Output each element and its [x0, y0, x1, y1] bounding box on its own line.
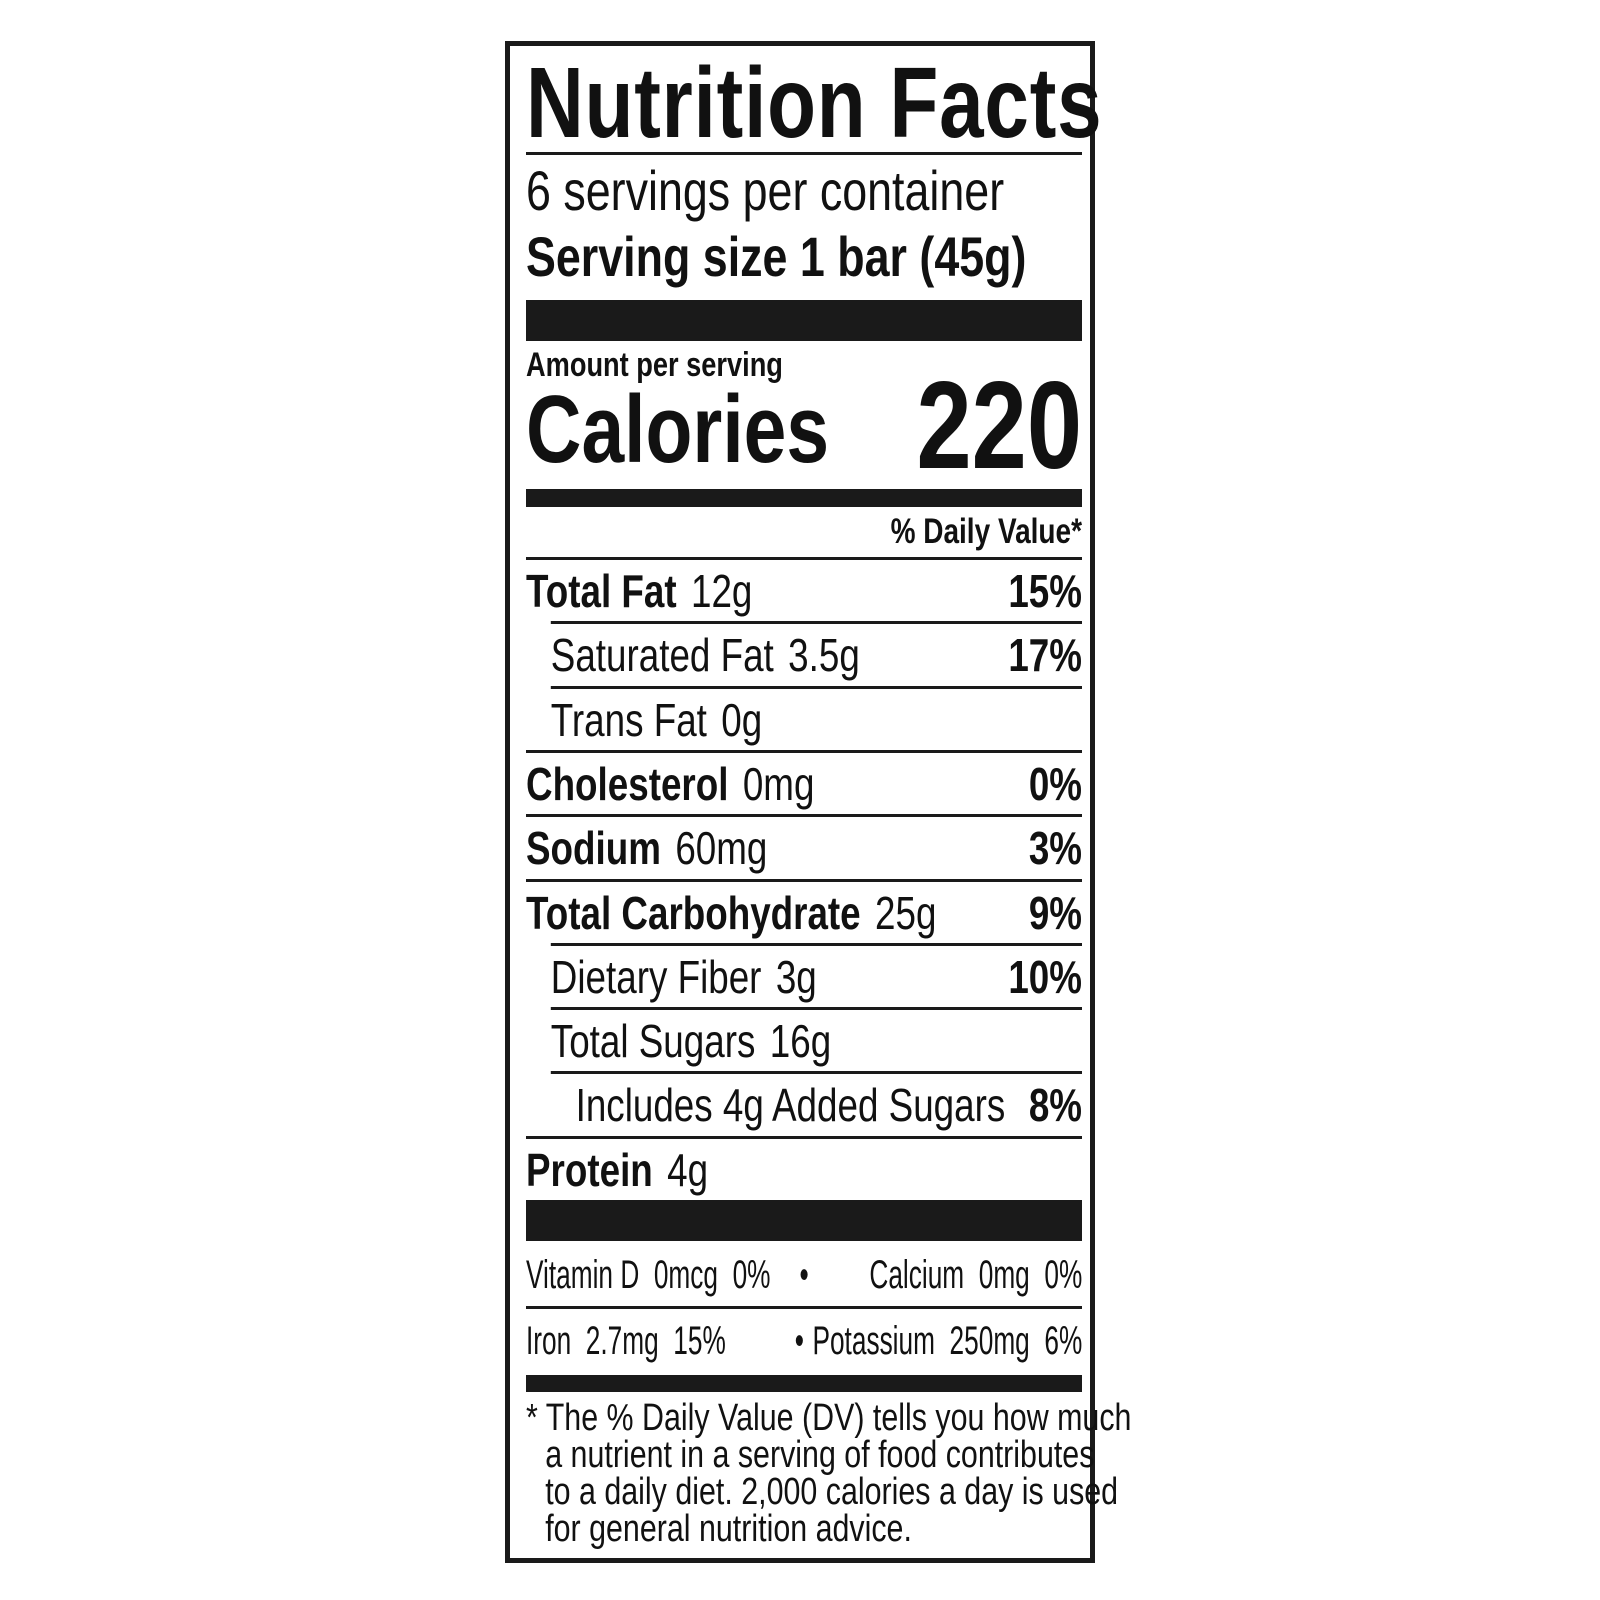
calories-value: 220: [916, 357, 1082, 495]
nutrient-name: Total Fat: [526, 565, 677, 617]
vitamin-item: Vitamin D 0mcg 0%: [526, 1252, 771, 1297]
footnote: * The % Daily Value (DV) tells you how m…: [526, 1397, 1132, 1550]
vitamin-item: Potassium 250mg 6%: [812, 1318, 1083, 1363]
nutrient-amount: 12g: [691, 565, 753, 617]
footnote-line: * The % Daily Value (DV) tells you how m…: [526, 1397, 1132, 1439]
nutrient-amount: 3g: [775, 950, 817, 1003]
nutrient-amount: 25g: [875, 886, 937, 939]
separator-dot: •: [794, 1318, 804, 1363]
divider: [526, 557, 1082, 560]
servings-per-container: 6 servings per container: [526, 159, 1005, 222]
nutrient-name: Total Carbohydrate: [526, 886, 861, 939]
divider: [550, 942, 1082, 946]
label-title: Nutrition Facts: [526, 47, 1103, 159]
nutrient-amount: 3.5g: [788, 629, 860, 682]
divider: [550, 621, 1082, 625]
divider: [550, 1071, 1082, 1075]
vitamin-item: Iron 2.7mg 15%: [526, 1318, 726, 1363]
nutrient-row: Includes 4g Added Sugars 8%: [526, 1073, 1082, 1137]
daily-value-header: % Daily Value*: [890, 512, 1082, 551]
divider: [526, 152, 1082, 155]
vitamin-row: Vitamin D 0mcg 0% • Calcium 0mg 0%: [526, 1243, 1082, 1307]
serving-size: Serving size 1 bar (45g): [526, 225, 1027, 288]
nutrient-row: Total Fat 12g 15%: [526, 559, 1082, 623]
nutrient-name: Cholesterol: [526, 757, 729, 810]
medium-divider: [526, 489, 1082, 507]
divider: [550, 1007, 1082, 1011]
thick-divider: [526, 1200, 1082, 1241]
nutrient-name: Dietary Fiber: [550, 950, 762, 1003]
nutrient-name: Sodium: [526, 822, 661, 875]
medium-divider: [526, 1375, 1082, 1392]
nutrient-daily-value: 17%: [1008, 629, 1082, 682]
footnote-line: a nutrient in a serving of food contribu…: [545, 1434, 1095, 1476]
nutrient-row: Protein 4g: [526, 1138, 1082, 1202]
divider: [550, 685, 1082, 689]
nutrient-row: Total Carbohydrate 25g 9%: [526, 881, 1082, 945]
amount-per-serving: Amount per serving: [526, 346, 783, 384]
nutrient-daily-value: 0%: [1028, 757, 1082, 810]
divider: [526, 1306, 1082, 1309]
nutrient-row: Total Sugars 16g: [526, 1009, 1082, 1073]
divider: [526, 814, 1082, 818]
nutrient-amount: 60mg: [675, 822, 768, 875]
thick-divider: [526, 300, 1082, 341]
nutrition-label-border: [505, 41, 1095, 1563]
calories-label: Calories: [526, 376, 830, 483]
nutrient-name: Protein: [526, 1143, 653, 1196]
nutrient-name: Includes 4g Added Sugars: [575, 1079, 1006, 1132]
nutrient-amount: 16g: [769, 1015, 832, 1068]
nutrient-daily-value: 15%: [1008, 565, 1082, 617]
separator-dot: •: [799, 1252, 809, 1297]
nutrient-name: Saturated Fat: [550, 629, 774, 682]
nutrient-name: Trans Fat: [550, 693, 707, 746]
footnote-line: to a daily diet. 2,000 calories a day is…: [545, 1471, 1119, 1513]
divider: [526, 749, 1082, 753]
nutrient-row: Sodium 60mg 3%: [526, 816, 1082, 880]
nutrient-daily-value: 8%: [1028, 1079, 1082, 1132]
nutrient-row: Dietary Fiber 3g 10%: [526, 945, 1082, 1009]
nutrient-daily-value: 9%: [1028, 886, 1082, 939]
nutrient-amount: 4g: [667, 1143, 709, 1196]
vitamin-item: Calcium 0mg 0%: [869, 1252, 1083, 1297]
nutrient-amount: 0mg: [742, 757, 815, 810]
nutrition-facts-label: Nutrition Facts 6 servings per container…: [526, 0, 1132, 1600]
nutrient-row: Saturated Fat 3.5g 17%: [526, 623, 1082, 687]
vitamin-row: Iron 2.7mg 15% • Potassium 250mg 6%: [526, 1309, 1082, 1373]
nutrient-amount: 0g: [721, 693, 763, 746]
nutrient-row: Trans Fat 0g: [526, 688, 1082, 752]
divider: [526, 1135, 1082, 1139]
nutrient-daily-value: 3%: [1028, 822, 1082, 875]
divider: [526, 878, 1082, 882]
nutrient-row: Cholesterol 0mg 0%: [526, 752, 1082, 816]
nutrient-daily-value: 10%: [1008, 950, 1082, 1003]
nutrient-name: Total Sugars: [550, 1015, 756, 1068]
footnote-line: for general nutrition advice.: [545, 1508, 912, 1550]
